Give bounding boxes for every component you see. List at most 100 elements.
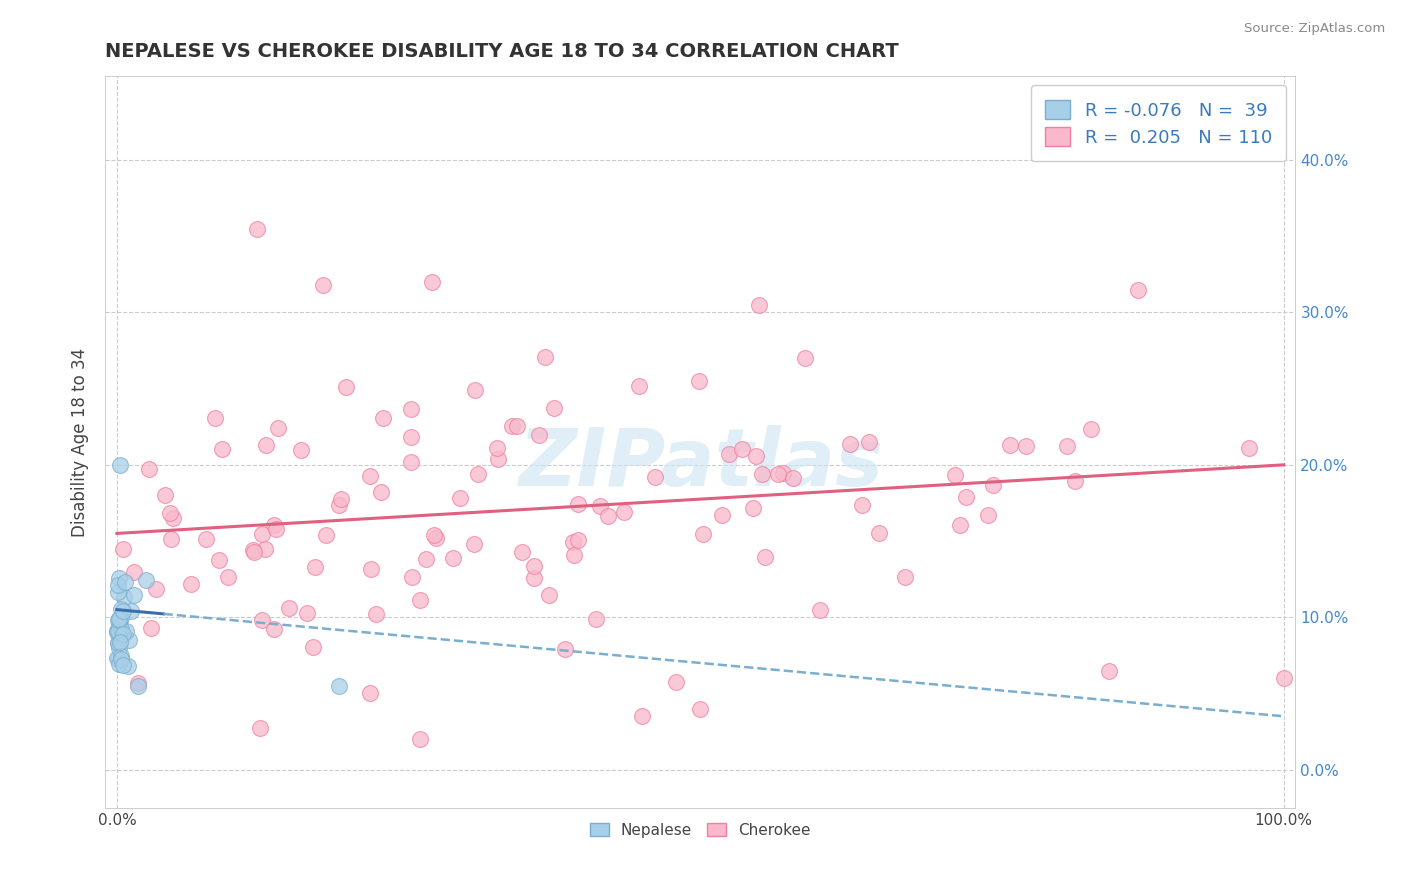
Point <box>408 732 430 747</box>
Point <box>110 610 132 624</box>
Point <box>688 374 710 388</box>
Point <box>107 571 129 585</box>
Point <box>808 603 831 617</box>
Text: NEPALESE VS CHEROKEE DISABILITY AGE 18 TO 34 CORRELATION CHART: NEPALESE VS CHEROKEE DISABILITY AGE 18 T… <box>105 42 898 61</box>
Point <box>108 657 131 671</box>
Point <box>107 652 129 666</box>
Point <box>328 498 350 512</box>
Point <box>772 466 794 480</box>
Point <box>105 624 128 639</box>
Point <box>463 537 485 551</box>
Point <box>217 570 239 584</box>
Point <box>249 721 271 735</box>
Point <box>211 442 233 456</box>
Point <box>117 633 139 648</box>
Point <box>420 275 443 289</box>
Point <box>107 578 129 592</box>
Point <box>204 411 226 425</box>
Point <box>441 551 464 566</box>
Point <box>1015 439 1038 453</box>
Point <box>141 621 163 635</box>
Point <box>107 640 129 655</box>
Point <box>155 488 177 502</box>
Point <box>543 401 565 415</box>
Point <box>302 640 325 654</box>
Point <box>111 657 134 672</box>
Point <box>1239 441 1261 455</box>
Point <box>266 421 288 435</box>
Point <box>242 543 264 558</box>
Point <box>485 441 508 455</box>
Point <box>108 634 131 648</box>
Point <box>312 278 335 293</box>
Point <box>111 541 134 556</box>
Point <box>718 447 741 461</box>
Point <box>162 511 184 525</box>
Point <box>330 492 353 507</box>
Point <box>731 442 754 456</box>
Point <box>112 590 135 604</box>
Point <box>254 438 277 452</box>
Point <box>627 379 650 393</box>
Point <box>782 471 804 485</box>
Point <box>264 522 287 536</box>
Point <box>423 528 446 542</box>
Point <box>107 636 129 650</box>
Point <box>501 418 523 433</box>
Point <box>263 517 285 532</box>
Point <box>1098 664 1121 678</box>
Point <box>1056 439 1078 453</box>
Point <box>589 500 612 514</box>
Point <box>110 651 132 665</box>
Point <box>401 570 423 584</box>
Point <box>505 419 527 434</box>
Point <box>295 606 318 620</box>
Point <box>768 467 790 482</box>
Point <box>112 626 135 640</box>
Point <box>745 450 768 464</box>
Point <box>1272 671 1295 685</box>
Point <box>399 402 422 417</box>
Point <box>998 438 1021 452</box>
Point <box>894 570 917 584</box>
Point <box>371 411 394 425</box>
Point <box>114 574 136 589</box>
Point <box>110 629 132 643</box>
Point <box>370 484 392 499</box>
Point <box>107 624 129 638</box>
Point <box>110 602 132 616</box>
Point <box>252 526 274 541</box>
Point <box>401 454 423 468</box>
Point <box>1080 421 1102 435</box>
Point <box>794 351 817 366</box>
Y-axis label: Disability Age 18 to 34: Disability Age 18 to 34 <box>72 347 89 537</box>
Point <box>120 604 142 618</box>
Point <box>567 497 589 511</box>
Point <box>290 443 312 458</box>
Point <box>107 613 129 627</box>
Point <box>135 573 157 587</box>
Point <box>538 588 561 602</box>
Point <box>159 532 181 546</box>
Point <box>1063 474 1085 488</box>
Point <box>851 498 873 512</box>
Point <box>315 527 337 541</box>
Point <box>613 505 636 519</box>
Point <box>359 686 381 700</box>
Point <box>554 641 576 656</box>
Point <box>425 531 447 545</box>
Point <box>366 607 388 621</box>
Point <box>254 542 277 557</box>
Point <box>567 533 589 548</box>
Point <box>117 659 139 673</box>
Point <box>596 509 619 524</box>
Text: ZIPatlas: ZIPatlas <box>517 425 883 503</box>
Point <box>105 624 128 638</box>
Point <box>741 501 763 516</box>
Point <box>180 577 202 591</box>
Point <box>250 613 273 627</box>
Point <box>689 701 711 715</box>
Point <box>108 629 131 643</box>
Point <box>415 552 437 566</box>
Point <box>115 624 138 639</box>
